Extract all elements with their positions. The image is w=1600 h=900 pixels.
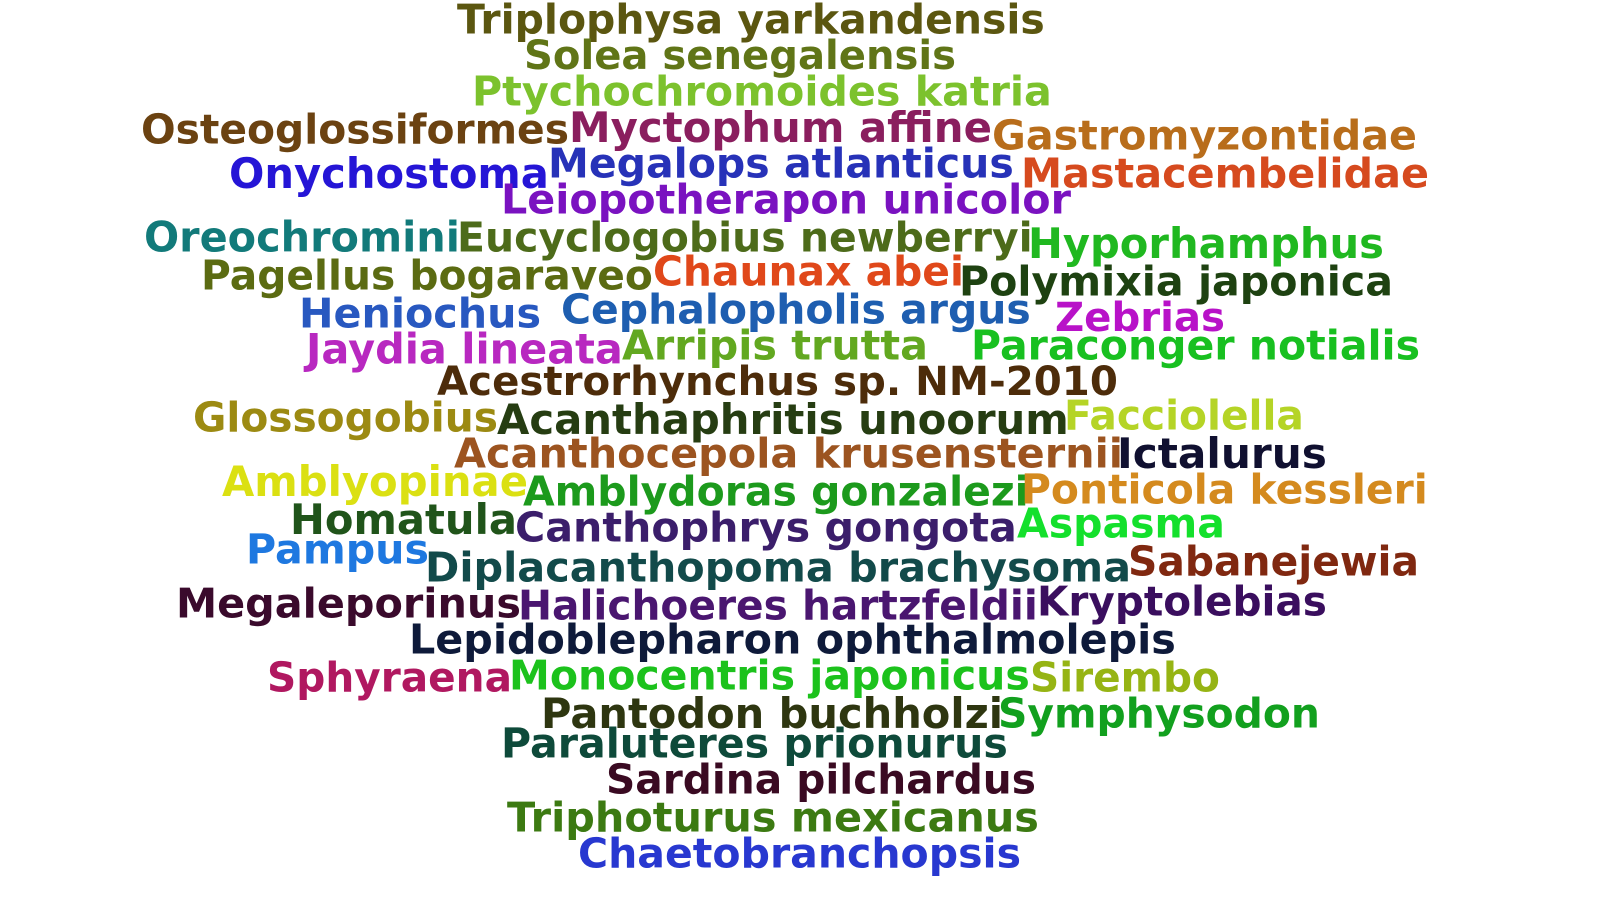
cloud-word: Kryptolebias [1037,577,1327,626]
cloud-word: Sphyraena [267,653,512,702]
cloud-word: Acestrorhynchus sp. NM-2010 [437,357,1118,405]
cloud-word: Mastacembelidae [1021,149,1429,198]
cloud-word: Solea senegalensis [524,32,957,79]
cloud-word: Chaunax abei [653,247,964,296]
cloud-word: Canthophrys gongota [515,503,1017,552]
cloud-word: Myctophum affine [569,103,992,153]
cloud-word: Hyporhamphus [1028,219,1384,269]
cloud-word: Eucyclogobius newberryi [457,213,1033,262]
cloud-word: Oreochromini [144,213,460,262]
cloud-word: Triplophysa yarkandensis [457,0,1045,44]
cloud-word: Symphysodon [998,689,1320,738]
cloud-word: Ponticola kessleri [1021,465,1428,514]
cloud-word: Cephalopholis argus [561,285,1031,334]
cloud-word: Paraconger notialis [971,321,1420,370]
cloud-word: Lepidoblepharon ophthalmolepis [409,615,1176,664]
cloud-word: Megalops atlanticus [548,139,1014,188]
cloud-word: Facciolella [1064,391,1304,440]
cloud-word: Pantodon buchholzi [541,689,1003,739]
cloud-word: Pampus [246,525,429,574]
cloud-word: Acanthocepola krusensternii [454,429,1123,478]
cloud-word: Acanthaphritis unoorum [497,395,1069,445]
cloud-word: Zebrias [1055,294,1225,341]
cloud-word: Osteoglossiformes [141,105,569,154]
cloud-word: Jaydia lineata [306,325,623,374]
cloud-word: Sirembo [1030,653,1220,702]
cloud-word: Aspasma [1017,499,1225,548]
cloud-word: Ptychochromoides katria [472,67,1052,116]
cloud-word: Sardina pilchardus [606,755,1036,804]
cloud-word: Sabanejewia [1128,537,1419,586]
cloud-word: Pagellus bogaraveo [201,251,653,300]
cloud-word: Homatula [290,495,517,545]
cloud-word: Monocentris japonicus [509,651,1030,700]
cloud-word: Leiopotherapon unicolor [501,175,1071,224]
cloud-word: Paraluteres prionurus [501,719,1008,768]
cloud-word: Amblyopinae [222,457,528,507]
cloud-word: Chaetobranchopsis [578,829,1021,878]
cloud-word: Polymixia japonica [959,257,1393,306]
cloud-word: Glossogobius [193,393,498,442]
cloud-word: Diplacanthopoma brachysoma [425,543,1131,592]
cloud-word: Megaleporinus [176,579,521,628]
cloud-word: Halichoeres hartzfeldii [518,581,1038,630]
cloud-word: Ictalurus [1117,428,1327,478]
cloud-word: Onychostoma [229,149,549,199]
cloud-word: Heniochus [299,289,541,338]
cloud-word: Gastromyzontidae [992,111,1417,160]
cloud-word: Amblydoras gonzalezi [523,467,1029,516]
cloud-word: Arripis trutta [622,321,928,370]
cloud-word: Triphoturus mexicanus [507,793,1039,842]
